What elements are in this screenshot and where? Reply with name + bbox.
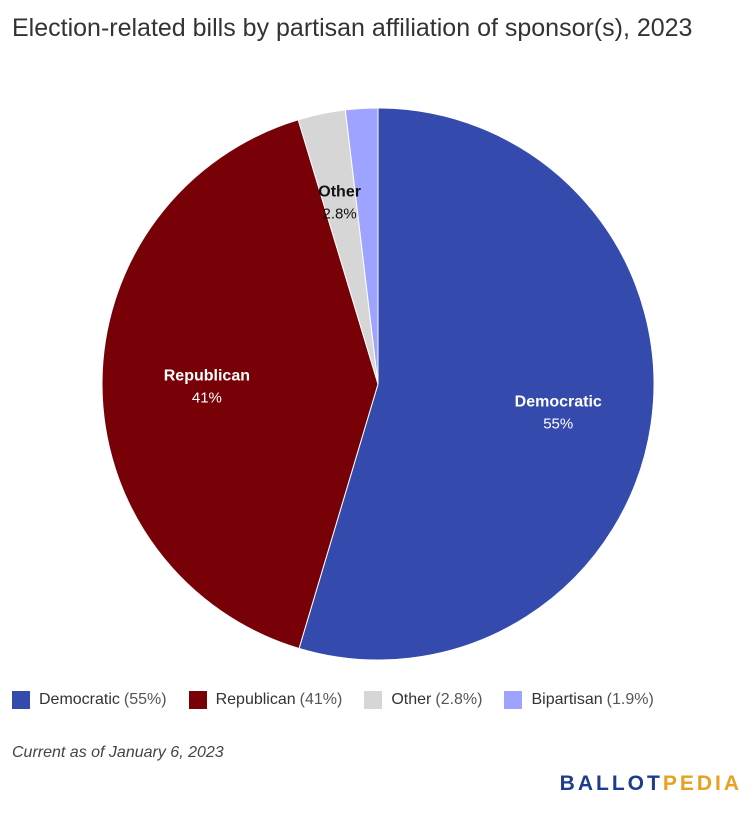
slice-value-democratic: 55% [543, 415, 573, 432]
pie-chart: Democratic 55% Republican 41% Other 2.8% [101, 107, 655, 661]
legend-value-republican: (41%) [299, 691, 343, 708]
legend-label-other: Other [391, 691, 432, 708]
logo-part-pedia: PEDIA [662, 772, 742, 795]
logo-part-ballot: BALLOT [559, 772, 663, 795]
footnote: Current as of January 6, 2023 [12, 744, 224, 761]
slice-label-democratic: Democratic [515, 393, 602, 410]
slice-bipartisan [344, 107, 379, 385]
legend-swatch-republican [188, 691, 207, 709]
legend-item-republican: Republican (41%) [188, 691, 343, 709]
legend-value-democratic: (55%) [123, 691, 167, 708]
slice-value-republican: 41% [192, 389, 222, 406]
legend-swatch-bipartisan [504, 691, 523, 709]
legend-item-other: Other (2.8%) [364, 691, 482, 709]
slice-labels: Democratic 55% Republican 41% Other 2.8% [164, 183, 602, 432]
slice-value-other: 2.8% [323, 205, 357, 222]
slice-republican [101, 119, 379, 650]
legend: Democratic (55%) Republican (41%) Other (2.8%… [12, 691, 676, 709]
legend-swatch-other [364, 691, 383, 709]
legend-label-democratic: Democratic [39, 691, 120, 708]
slice-label-other: Other [318, 183, 361, 200]
legend-swatch-democratic [12, 691, 30, 709]
slice-democratic [298, 107, 655, 661]
slice-label-republican: Republican [164, 367, 250, 384]
legend-item-bipartisan: Bipartisan (1.9%) [504, 691, 654, 709]
ballotpedia-logo: BALLOTPEDIA [560, 772, 742, 796]
legend-label-republican: Republican [215, 691, 296, 708]
legend-value-other: (2.8%) [435, 691, 483, 708]
legend-value-bipartisan: (1.9%) [606, 691, 654, 708]
legend-item-democratic: Democratic (55%) [12, 691, 167, 709]
chart-title: Election-related bills by partisan affil… [12, 14, 693, 42]
pie-slices [101, 107, 655, 661]
legend-label-bipartisan: Bipartisan [531, 691, 603, 708]
